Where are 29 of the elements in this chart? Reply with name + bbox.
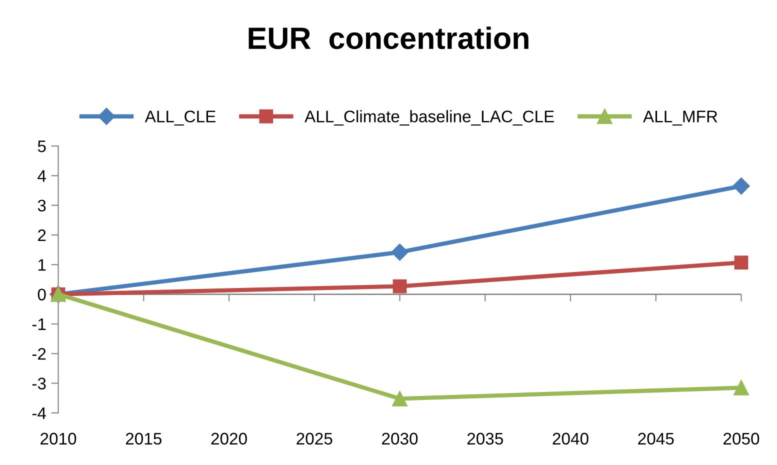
point: [734, 256, 748, 270]
y-tick-label: 2: [38, 229, 46, 242]
legend-label: ALL_CLE: [144, 110, 216, 126]
y-tick-label: -2: [32, 348, 46, 360]
y-tick-label: 0: [38, 288, 46, 300]
x-tick-label: 2035: [467, 432, 503, 445]
y-tick-label: -1: [32, 318, 46, 330]
point: [392, 391, 408, 406]
y-tick-label: 4: [38, 170, 46, 182]
x-tick-label: 2015: [126, 432, 162, 445]
x-tick-label: 2030: [382, 432, 418, 445]
point: [734, 380, 749, 396]
y-tick-label: -4: [32, 407, 46, 419]
chart-title: EUR concentration: [248, 26, 528, 50]
y-tick-label: 3: [38, 200, 46, 212]
legend-label: ALL_Climate_baseline_LAC_CLE: [304, 110, 554, 126]
y-tick-label: -3: [32, 378, 46, 390]
y-tick-label: 1: [38, 259, 46, 271]
x-tick-label: 2025: [296, 432, 332, 445]
point: [732, 177, 750, 195]
legend-label: ALL_MFR: [643, 110, 718, 126]
x-tick-label: 2040: [552, 432, 588, 445]
x-tick-label: 2050: [724, 432, 760, 445]
x-tick-label: 2020: [211, 432, 247, 445]
point: [391, 244, 408, 261]
point: [392, 279, 407, 294]
y-tick-label: 5: [38, 140, 46, 152]
x-tick-label: 2045: [638, 432, 674, 445]
x-tick-label: 2010: [40, 432, 76, 445]
